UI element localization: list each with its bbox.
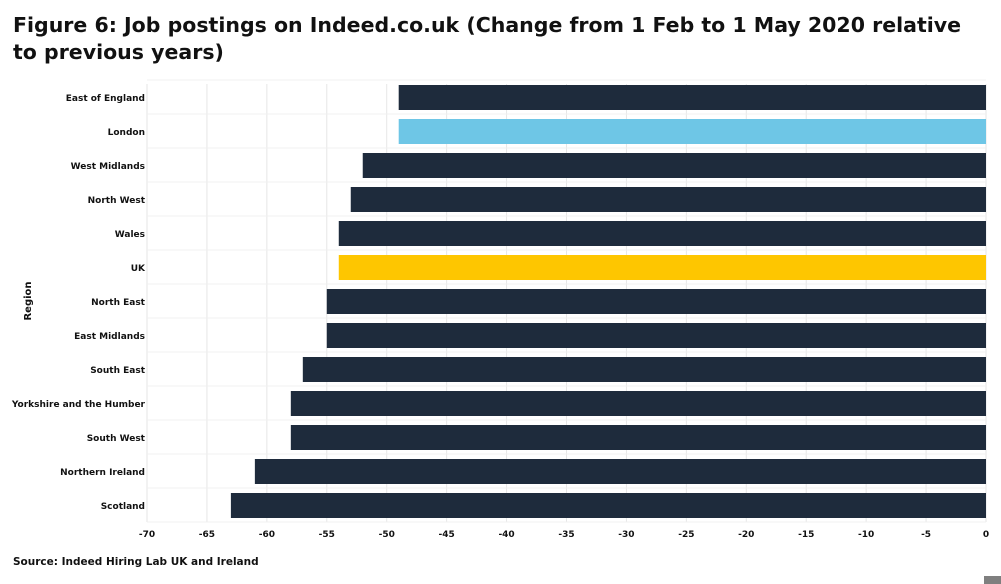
y-tick-label: East of England xyxy=(66,94,145,104)
corner-mark xyxy=(984,576,1001,584)
bar-south-west xyxy=(290,425,986,450)
x-tick-label: -45 xyxy=(439,530,455,540)
bar-scotland xyxy=(230,493,986,518)
source-note: Source: Indeed Hiring Lab UK and Ireland xyxy=(13,556,259,568)
bar-east-of-england xyxy=(398,85,986,110)
bar-east-midlands xyxy=(326,323,986,348)
bar-north-east xyxy=(326,289,986,314)
y-tick-label: UK xyxy=(131,264,146,274)
bar-uk xyxy=(338,255,986,280)
y-tick-label: London xyxy=(108,128,145,138)
y-tick-labels: East of England London West Midlands North … xyxy=(11,94,146,512)
x-tick-label: -20 xyxy=(738,530,754,540)
x-tick-label: -15 xyxy=(798,530,814,540)
x-tick-label: -30 xyxy=(618,530,634,540)
x-tick-label: -10 xyxy=(858,530,874,540)
y-tick-label: South West xyxy=(87,434,146,444)
bar-wales xyxy=(338,221,986,246)
y-tick-label: Northern Ireland xyxy=(60,468,145,478)
y-axis-title: Region xyxy=(23,281,34,320)
bar-northern-ireland xyxy=(254,459,986,484)
bar-yorkshire-and-the-humber xyxy=(290,391,986,416)
bar-west-midlands xyxy=(362,153,986,178)
y-tick-label: Yorkshire and the Humber xyxy=(11,400,146,410)
x-tick-label: -55 xyxy=(319,530,335,540)
y-tick-label: North East xyxy=(91,298,146,308)
x-tick-label: 0 xyxy=(983,530,989,540)
bars xyxy=(230,85,986,518)
x-tick-label: -50 xyxy=(379,530,395,540)
bar-north-west xyxy=(350,187,986,212)
x-tick-label: -70 xyxy=(139,530,155,540)
x-tick-label: -5 xyxy=(921,530,931,540)
y-tick-label: South East xyxy=(90,366,145,376)
x-tick-label: -65 xyxy=(199,530,215,540)
y-tick-label: Wales xyxy=(115,230,145,240)
x-tick-labels: -70 -65 -60 -55 -50 -45 -40 -35 -30 -25 -20 -15 -10-… xyxy=(139,530,989,540)
y-tick-label: West Midlands xyxy=(71,162,145,172)
x-tick-label: -25 xyxy=(678,530,694,540)
x-tick-label: -35 xyxy=(558,530,574,540)
y-tick-label: Scotland xyxy=(101,502,145,512)
bar-london xyxy=(398,119,986,144)
chart-title: Figure 6: Job postings on Indeed.co.uk (… xyxy=(13,13,962,64)
x-tick-label: -40 xyxy=(498,530,514,540)
bar-south-east xyxy=(302,357,986,382)
y-tick-label: East Midlands xyxy=(74,332,145,342)
x-tick-label: -60 xyxy=(259,530,275,540)
y-tick-label: North West xyxy=(88,196,146,206)
